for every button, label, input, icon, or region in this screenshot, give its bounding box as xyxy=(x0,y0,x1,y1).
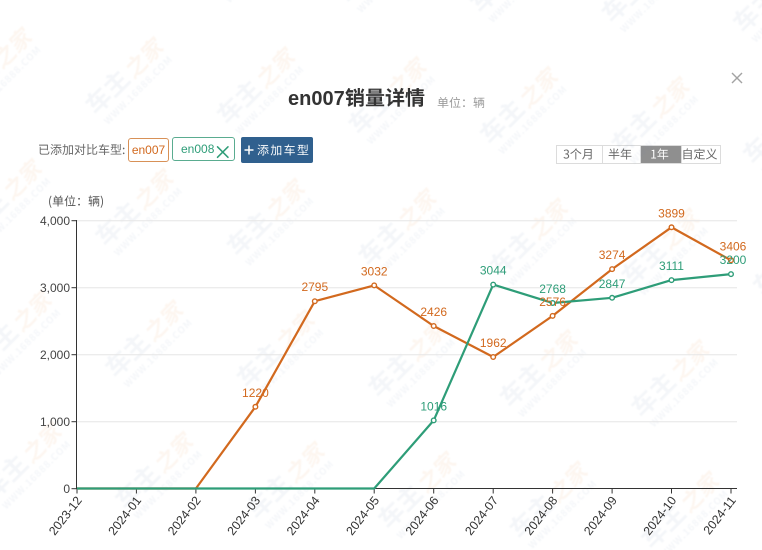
svg-text:2024-08: 2024-08 xyxy=(522,494,561,538)
svg-text:3899: 3899 xyxy=(658,206,685,220)
svg-text:3406: 3406 xyxy=(720,239,747,253)
svg-text:3111: 3111 xyxy=(659,259,684,273)
svg-text:1220: 1220 xyxy=(242,386,269,400)
svg-text:2024-02: 2024-02 xyxy=(165,494,204,538)
svg-text:2,000: 2,000 xyxy=(40,348,70,362)
svg-text:2795: 2795 xyxy=(301,280,328,294)
svg-text:3,000: 3,000 xyxy=(40,281,70,295)
svg-text:en007: en007 xyxy=(288,88,345,110)
svg-text:2024-05: 2024-05 xyxy=(343,494,382,538)
svg-text:1016: 1016 xyxy=(420,399,447,413)
svg-text:2576: 2576 xyxy=(539,295,566,309)
svg-text:2024-07: 2024-07 xyxy=(462,494,501,538)
svg-text:3032: 3032 xyxy=(361,264,388,278)
svg-text:3044: 3044 xyxy=(480,264,507,278)
svg-text:2847: 2847 xyxy=(599,277,626,291)
svg-text:1,000: 1,000 xyxy=(40,415,70,429)
svg-text:4,000: 4,000 xyxy=(40,214,70,228)
svg-text:0: 0 xyxy=(63,482,70,496)
svg-text:2024-09: 2024-09 xyxy=(581,494,620,538)
svg-text:3200: 3200 xyxy=(720,253,747,267)
svg-text:3274: 3274 xyxy=(599,248,626,262)
svg-text:2768: 2768 xyxy=(539,282,566,296)
svg-text:1962: 1962 xyxy=(480,336,507,350)
svg-text:2023-12: 2023-12 xyxy=(46,494,85,538)
svg-text:2426: 2426 xyxy=(420,305,447,319)
